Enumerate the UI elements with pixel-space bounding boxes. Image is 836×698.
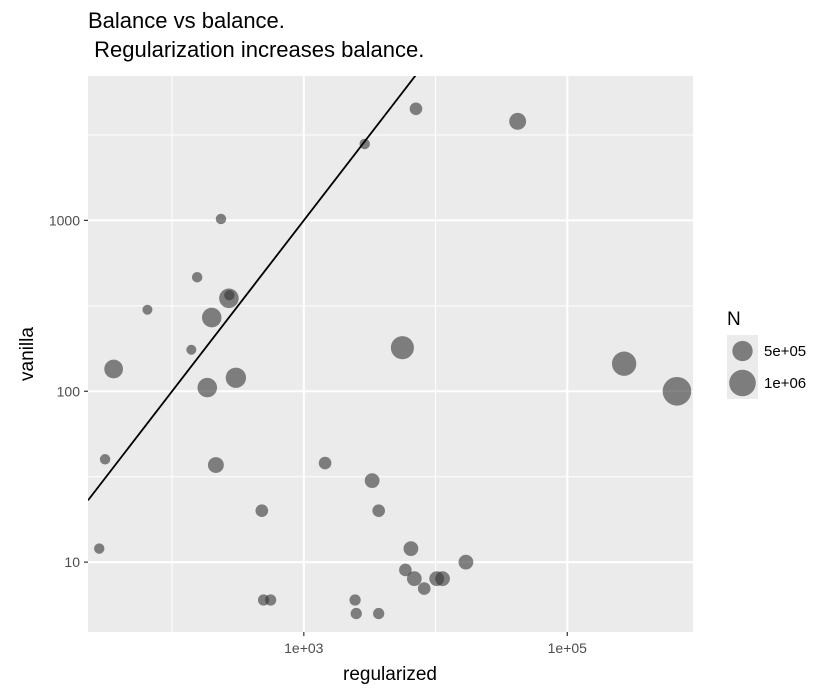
x-axis-ticks: 1e+03 1e+05 [284, 632, 587, 656]
data-point-9 [215, 213, 227, 225]
data-point-25 [403, 541, 419, 556]
data-points [94, 102, 692, 620]
data-point-12 [225, 367, 247, 388]
grid-major [88, 76, 693, 632]
data-point-6 [197, 377, 218, 398]
data-point-1 [99, 454, 111, 465]
data-point-24 [399, 563, 412, 577]
y-tick-label-0: 10 [64, 554, 80, 570]
data-point-19 [359, 138, 370, 150]
data-point-7 [201, 307, 222, 328]
data-point-5 [191, 271, 203, 283]
chart-subtitle: Regularization increases balance. [88, 37, 425, 62]
data-point-28 [417, 582, 431, 595]
data-point-31 [458, 554, 474, 570]
data-point-23 [390, 336, 414, 360]
grid-minor [88, 76, 693, 632]
y-axis-ticks: 10 100 1000 [49, 212, 88, 570]
data-point-32 [509, 112, 527, 130]
legend-label-5e05: 5e+05 [764, 343, 806, 360]
y-tick-label-1: 100 [57, 383, 81, 399]
data-point-30 [435, 571, 450, 587]
y-tick-label-2: 1000 [49, 212, 80, 228]
data-point-11 [224, 289, 235, 301]
data-point-15 [265, 594, 277, 606]
data-point-20 [364, 473, 380, 488]
data-point-34 [662, 376, 692, 406]
plot-panel [88, 76, 693, 632]
data-point-3 [142, 304, 153, 315]
data-point-27 [409, 102, 423, 116]
data-point-18 [350, 607, 362, 620]
data-point-13 [255, 504, 269, 517]
legend-circle-1e06 [729, 369, 756, 397]
legend-title: N [727, 309, 741, 330]
data-point-22 [373, 607, 385, 620]
y-axis-title: vanilla [17, 327, 38, 381]
chart-title: Balance vs balance. [88, 8, 285, 33]
x-tick-label-1: 1e+05 [548, 640, 588, 656]
data-point-16 [318, 456, 332, 470]
data-point-0 [94, 543, 105, 554]
data-point-26 [406, 571, 422, 587]
x-axis-title: regularized [343, 664, 437, 685]
data-point-8 [207, 457, 224, 473]
reference-line [88, 76, 417, 501]
x-tick-label-0: 1e+03 [284, 640, 324, 656]
data-point-21 [372, 504, 385, 517]
legend-circle-5e05 [732, 340, 753, 362]
data-point-2 [104, 359, 123, 379]
legend-label-1e06: 1e+06 [764, 375, 806, 392]
data-point-17 [349, 594, 361, 606]
data-point-4 [186, 344, 197, 355]
size-legend: N 5e+05 1e+06 [727, 309, 806, 399]
data-point-33 [611, 351, 637, 376]
